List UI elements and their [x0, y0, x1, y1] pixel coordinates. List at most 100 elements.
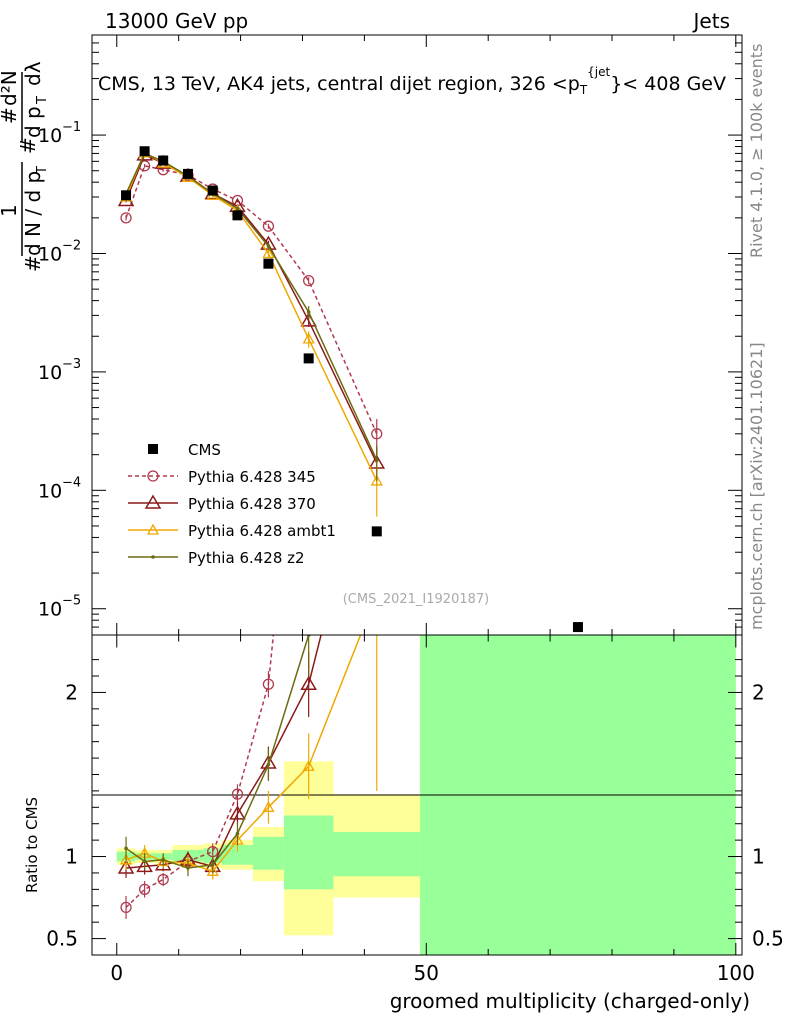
series-point-ratio [235, 831, 240, 836]
header-left: 13000 GeV pp [105, 9, 248, 33]
y-tick-label-main: 10 [38, 362, 62, 384]
y-tick-label-main: 10 [38, 243, 62, 265]
y-tick-label-exp: −5 [62, 594, 81, 609]
legend-marker [147, 470, 159, 482]
series-line-main [125, 153, 378, 464]
analysis-watermark: (CMS_2021_I1920187) [343, 592, 490, 607]
band-inner [252, 836, 284, 870]
rivet-label: Rivet 4.1.0, ≥ 100k events [747, 44, 766, 258]
series-point-ratio [161, 858, 165, 862]
y-tick-label-ratio-left: 2 [65, 680, 78, 704]
ratio-frame [91, 634, 743, 956]
svg-text:d p: d p [21, 106, 45, 138]
series-point-ratio [370, 406, 384, 418]
x-tick-label: 100 [717, 961, 755, 985]
series-point-main [262, 247, 275, 259]
series-point-ratio [186, 866, 190, 870]
y-tick-label-exp: −1 [62, 120, 81, 135]
band-inner [333, 831, 421, 877]
series-point-main [374, 458, 379, 462]
legend-marker [151, 555, 155, 559]
series-point-main [262, 220, 275, 232]
mcplots-label: mcplots.cern.ch [arXiv:2401.10621] [747, 342, 766, 630]
series-point-ratio [157, 873, 169, 886]
series-line-main [125, 152, 378, 461]
x-tick-label: 50 [414, 961, 439, 985]
cms-data-point [121, 190, 132, 201]
y-tick-label-exp: −3 [62, 357, 81, 372]
cms-data-point [303, 353, 314, 364]
y-axis-label-main: # d N / d p T 1 # d p T # dλ d²N [0, 61, 50, 272]
main-frame [91, 34, 743, 636]
series-point-ratio [375, 362, 379, 366]
svg-text:#: # [16, 137, 40, 154]
series-point-main [370, 474, 383, 486]
y-tick-label-main: 10 [38, 599, 62, 621]
cms-data-point [572, 622, 583, 633]
y-tick-label-ratio-right: 1 [752, 845, 765, 869]
series-point-main [306, 310, 311, 314]
series-point-main [371, 428, 383, 440]
band-inner [283, 815, 334, 890]
legend-label: Pythia 6.428 ambt1 [188, 522, 336, 540]
series-point-ratio [231, 788, 244, 800]
series-point-ratio [117, 859, 135, 874]
series-point-ratio [206, 864, 219, 876]
series-point-main [266, 244, 271, 249]
y-tick-label-ratio-left: 0.5 [46, 927, 78, 951]
series-point-main [303, 274, 315, 287]
series-point-ratio [210, 862, 215, 867]
legend-label: Pythia 6.428 345 [188, 468, 316, 486]
series-line-main [125, 164, 378, 435]
cms-data-point [182, 168, 193, 179]
y-tick-label-ratio-right: 0.5 [752, 927, 784, 951]
svg-text:d²N: d²N [0, 70, 21, 106]
y-tick-label-main: 10 [38, 125, 62, 147]
series-point-ratio [124, 846, 128, 851]
series-point-ratio [119, 853, 133, 865]
series-point-ratio [229, 805, 246, 820]
y-tick-label-main: 10 [38, 480, 62, 502]
series-line-ratio [125, 635, 310, 869]
series-point-ratio [300, 675, 317, 690]
cms-data-point [232, 210, 243, 221]
x-tick-label: 0 [110, 961, 123, 985]
legend-marker [144, 494, 162, 509]
cms-data-point [158, 155, 169, 166]
series-point-main [302, 332, 315, 344]
series-point-ratio [120, 901, 132, 914]
series-line-ratio [125, 635, 275, 908]
series-point-ratio [136, 857, 153, 873]
header-right: Jets [692, 9, 730, 33]
svg-text:1: 1 [0, 204, 21, 217]
y-tick-label-exp: −2 [62, 238, 81, 253]
y-tick-label-ratio-right: 2 [752, 680, 765, 704]
legend-label: Pythia 6.428 370 [188, 495, 316, 513]
svg-text:#: # [21, 255, 45, 272]
y-tick-label-ratio-left: 1 [65, 845, 78, 869]
main-plot-marks [117, 146, 583, 633]
chart-title: CMS, 13 TeV, AK4 jets, central dijet reg… [98, 65, 726, 97]
x-axis-label: groomed multiplicity (charged-only) [390, 989, 750, 1013]
series-point-ratio [262, 800, 275, 812]
svg-text:d N / d p: d N / d p [21, 171, 45, 256]
cms-data-point [263, 258, 274, 269]
series-point-ratio [266, 762, 271, 767]
legend: CMS Pythia 6.428 345 Pythia 6.428 370 Pythi… [128, 441, 336, 567]
y-tick-label-exp: −4 [62, 475, 81, 490]
svg-text:dλ: dλ [21, 61, 45, 86]
legend-marker [146, 523, 160, 535]
svg-text:T: T [35, 166, 50, 175]
series-line-main [125, 151, 378, 482]
y-axis-label-ratio: Ratio to CMS [23, 797, 41, 893]
legend-marker [148, 444, 158, 454]
cms-data-point [139, 146, 150, 157]
series-point-main [235, 206, 240, 211]
series-point-ratio [262, 678, 275, 690]
cms-data-point [207, 185, 218, 196]
legend-label: Pythia 6.428 z2 [188, 549, 305, 567]
cms-data-point [371, 526, 382, 537]
svg-text:T: T [35, 96, 50, 105]
